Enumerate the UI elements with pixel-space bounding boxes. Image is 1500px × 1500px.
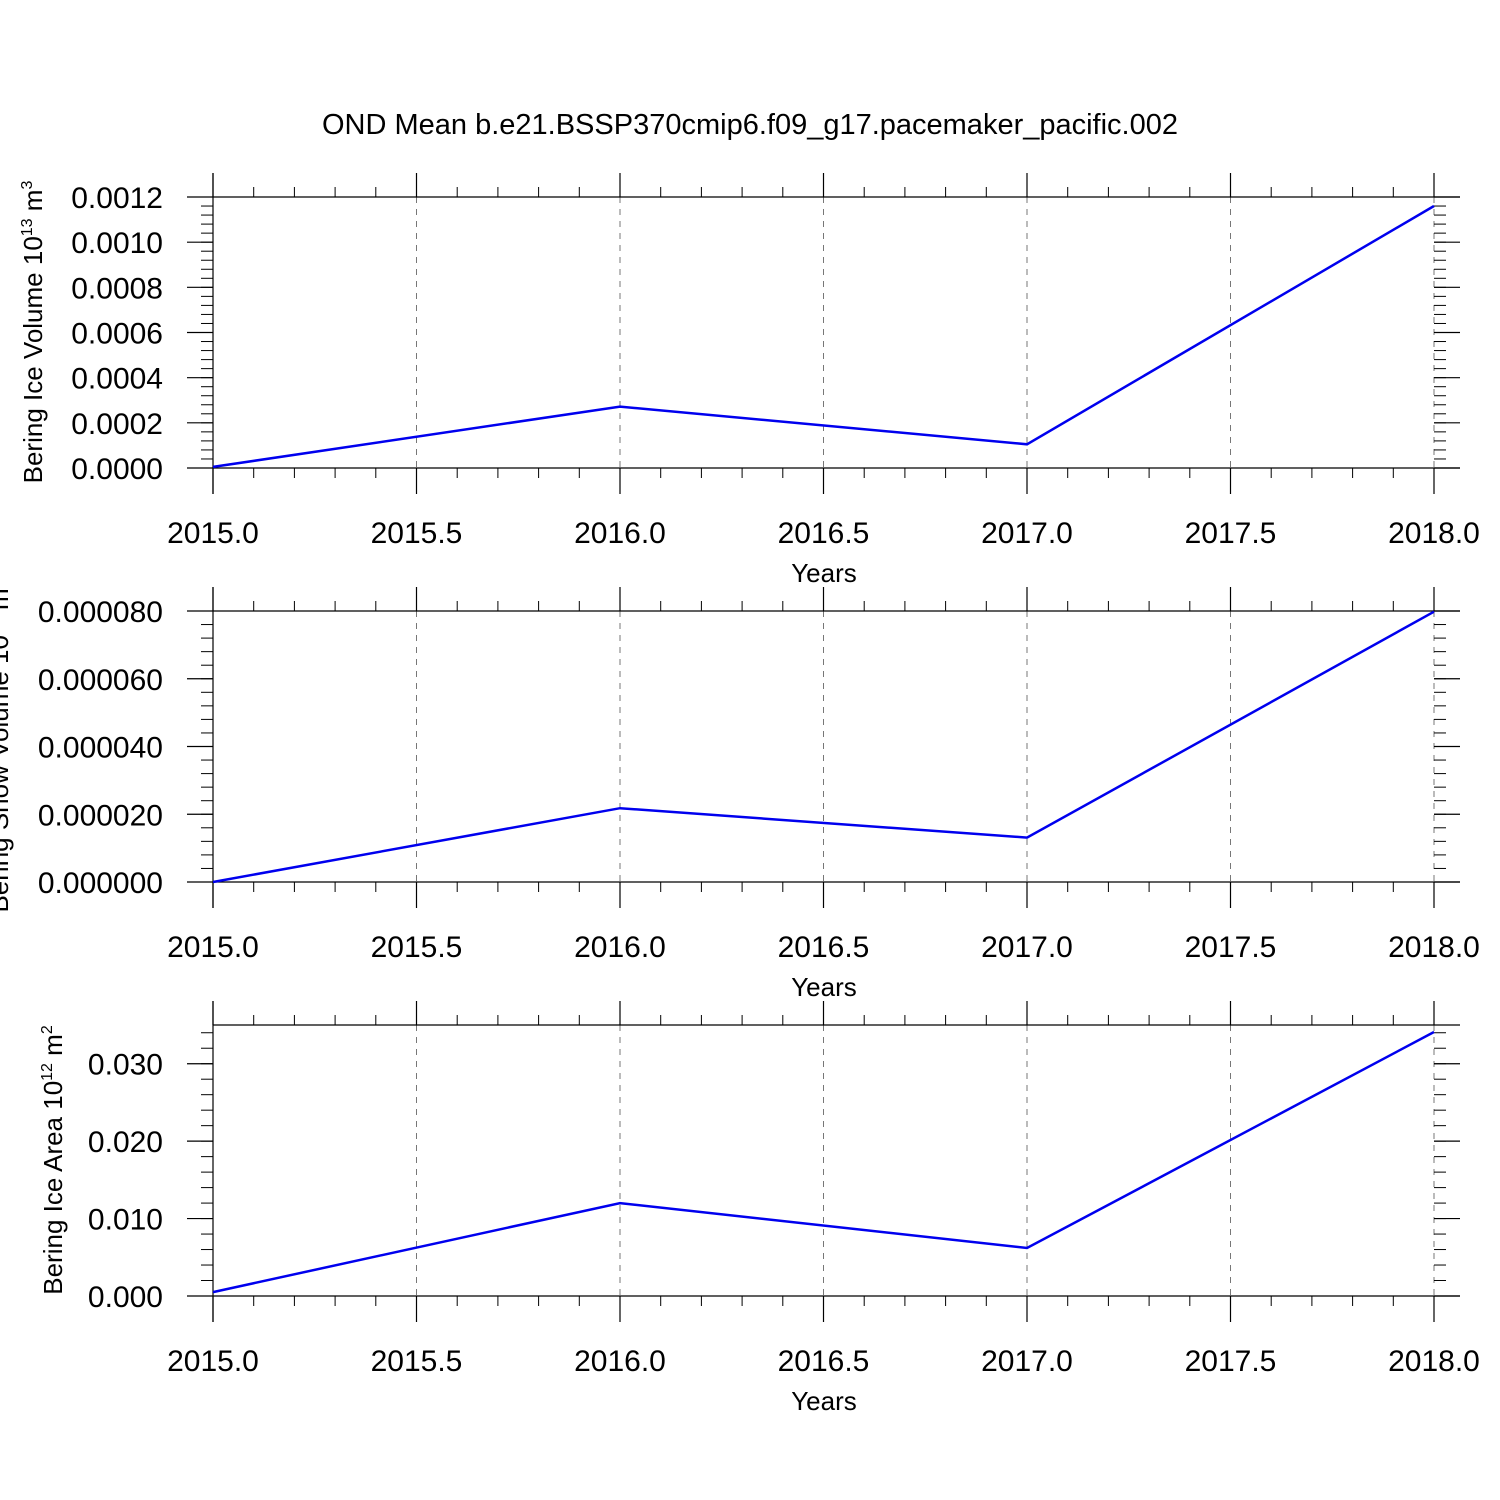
y-tick-label: 0.0012	[71, 182, 163, 215]
x-tick-label: 2016.0	[574, 517, 666, 550]
x-tick-label: 2017.0	[981, 1345, 1073, 1378]
y-tick-label: 0.000	[88, 1281, 163, 1314]
y-tick-label: 0.020	[88, 1126, 163, 1159]
data-series-line	[212, 610, 1435, 884]
x-tick-label: 2018.0	[1388, 931, 1480, 964]
x-tick-label: 2017.5	[1185, 1345, 1277, 1378]
y-tick-label: 0.030	[88, 1049, 163, 1082]
y-axis-title: Bering Snow Volume 1013 m3	[0, 579, 14, 912]
y-axis-title: Bering Ice Area 1012 m2	[38, 1025, 68, 1295]
x-tick-label: 2016.0	[574, 1345, 666, 1378]
x-tick-label: 2016.5	[778, 1345, 870, 1378]
chart-panel-2: 0.000000 0.000020 0.000040 0.000060 0.000080…	[0, 579, 1480, 1002]
x-tick-label: 2017.5	[1185, 931, 1277, 964]
data-series-line	[212, 204, 1435, 469]
y-tick-label: 0.000040	[38, 732, 163, 765]
x-axis-title: Years	[791, 558, 857, 588]
y-tick-label: 0.000060	[38, 664, 163, 697]
x-tick-label: 2015.5	[371, 931, 463, 964]
x-tick-label: 2018.0	[1388, 517, 1480, 550]
y-tick-label: 0.0000	[71, 453, 163, 486]
x-axis-title: Years	[791, 1386, 857, 1416]
x-axis-title: Years	[791, 972, 857, 1002]
x-tick-label: 2015.0	[167, 1345, 259, 1378]
x-tick-label: 2015.0	[167, 931, 259, 964]
x-tick-label: 2017.0	[981, 517, 1073, 550]
x-tick-label: 2016.5	[778, 517, 870, 550]
x-tick-label: 2015.5	[371, 517, 463, 550]
x-tick-label: 2017.0	[981, 931, 1073, 964]
y-tick-label: 0.0002	[71, 408, 163, 441]
y-tick-label: 0.0006	[71, 318, 163, 351]
chart-panel-1: 0.0000 0.0002 0.0004 0.0006 0.0008 0.0010 0.00…	[18, 173, 1480, 588]
x-tick-label: 2017.5	[1185, 517, 1277, 550]
x-tick-label: 2016.5	[778, 931, 870, 964]
y-axis-title: Bering Ice Volume 1013 m3	[18, 181, 48, 484]
data-series-line	[212, 1030, 1435, 1294]
figure-title: OND Mean b.e21.BSSP370cmip6.f09_g17.pace…	[322, 109, 1178, 141]
y-tick-label: 0.000000	[38, 867, 163, 900]
x-tick-label: 2018.0	[1388, 1345, 1480, 1378]
y-tick-label: 0.0008	[71, 272, 163, 305]
x-tick-label: 2015.0	[167, 517, 259, 550]
y-tick-label: 0.000020	[38, 799, 163, 832]
y-tick-label: 0.000080	[38, 596, 163, 629]
x-tick-label: 2016.0	[574, 931, 666, 964]
y-tick-label: 0.010	[88, 1204, 163, 1237]
y-tick-label: 0.0010	[71, 227, 163, 260]
y-tick-label: 0.0004	[71, 363, 163, 396]
x-tick-label: 2015.5	[371, 1345, 463, 1378]
chart-panel-3: 0.000 0.010 0.020 0.030 2015.0 2015.5 2016.0 20…	[38, 1001, 1480, 1416]
